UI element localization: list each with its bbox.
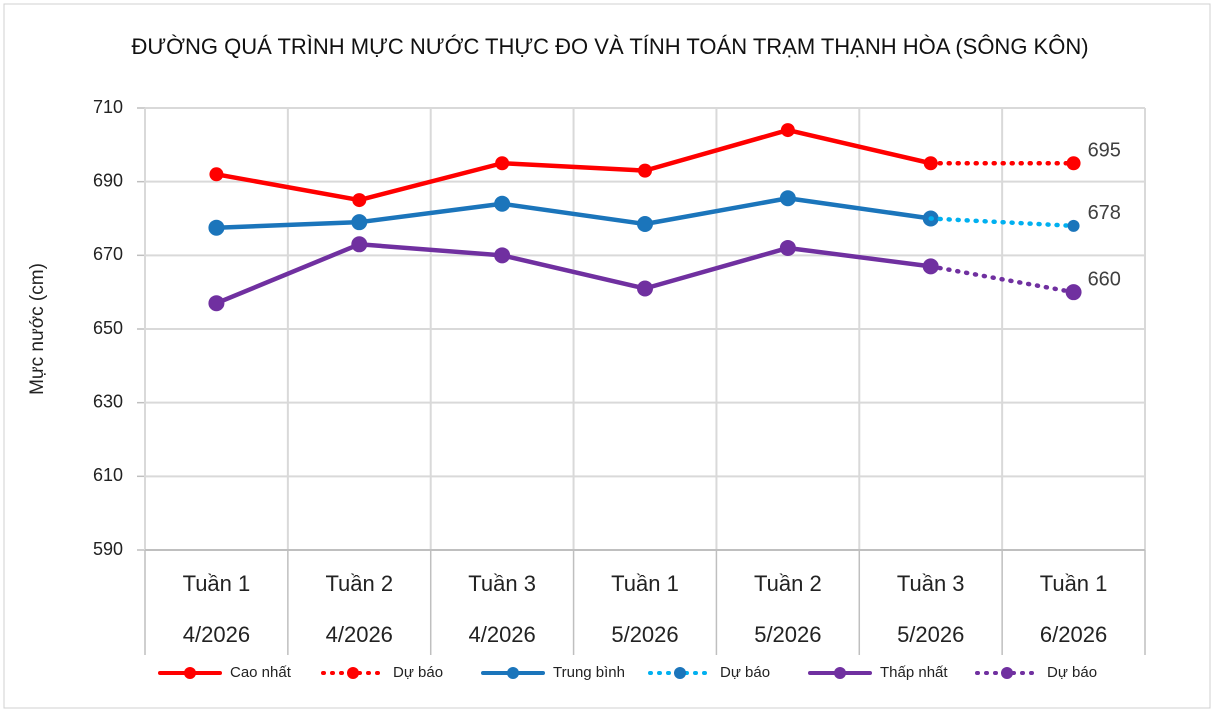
- marker: [1067, 219, 1080, 232]
- marker: [209, 167, 224, 182]
- series-line: [214, 195, 933, 230]
- marker: [779, 239, 796, 256]
- x-tick-label: Tuần 1: [1040, 571, 1108, 596]
- legend-marker: [834, 667, 846, 679]
- legend-label: Trung bình: [553, 664, 625, 681]
- x-tick-label: Tuần 2: [325, 571, 393, 596]
- data-label: 695: [1088, 140, 1121, 162]
- y-tick-label: 710: [93, 97, 123, 117]
- marker: [495, 156, 510, 171]
- marker: [638, 163, 652, 178]
- data-label: 678: [1088, 202, 1121, 224]
- legend-label: Thấp nhất: [880, 664, 948, 681]
- series-line: [928, 216, 1076, 229]
- legend-label: Dự báo: [393, 664, 443, 681]
- legend-marker: [674, 667, 686, 679]
- legend-marker: [184, 667, 196, 679]
- y-tick-label: 690: [93, 170, 123, 190]
- legend-label: Dự báo: [1047, 664, 1097, 681]
- x-tick-label: 4/2026: [183, 622, 250, 647]
- marker: [780, 123, 795, 138]
- x-tick-label: 5/2026: [754, 622, 821, 647]
- y-tick-label: 630: [93, 391, 123, 411]
- x-tick-label: Tuần 1: [611, 571, 679, 596]
- chart-title: ĐƯỜNG QUÁ TRÌNH MỰC NƯỚC THỰC ĐO VÀ TÍNH…: [131, 34, 1089, 59]
- marker: [351, 214, 368, 231]
- marker: [352, 193, 367, 208]
- marker: [494, 247, 511, 264]
- marker: [1065, 284, 1082, 301]
- x-tick-label: Tuần 3: [468, 571, 536, 596]
- marker: [637, 216, 653, 233]
- legend-marker: [507, 667, 519, 679]
- x-tick-label: 6/2026: [1040, 622, 1107, 647]
- marker: [351, 236, 368, 253]
- legend-marker: [347, 667, 359, 679]
- legend-label: Dự báo: [720, 664, 770, 681]
- marker: [208, 295, 225, 312]
- x-tick-label: 4/2026: [326, 622, 393, 647]
- y-tick-label: 650: [93, 318, 123, 338]
- chart-border: [3, 3, 1211, 709]
- marker: [779, 190, 796, 207]
- series-line: [928, 264, 1076, 295]
- marker: [637, 280, 653, 297]
- y-tick-label: 670: [93, 244, 123, 264]
- marker: [1066, 156, 1081, 171]
- legend-label: Cao nhất: [230, 664, 292, 681]
- x-tick-label: Tuần 1: [183, 571, 251, 596]
- legend-marker: [1001, 667, 1013, 679]
- y-axis-label: Mực nước (cm): [27, 263, 48, 395]
- x-tick-label: 4/2026: [468, 622, 535, 647]
- y-tick-label: 610: [93, 465, 123, 485]
- y-tick-label: 590: [93, 539, 123, 559]
- marker: [208, 219, 225, 236]
- data-label: 660: [1088, 268, 1121, 290]
- series-line: [214, 127, 933, 203]
- marker: [494, 195, 511, 212]
- x-tick-label: 5/2026: [611, 622, 678, 647]
- series-line: [214, 242, 933, 306]
- x-tick-label: 5/2026: [897, 622, 964, 647]
- x-tick-label: Tuần 3: [897, 571, 965, 596]
- x-tick-label: Tuần 2: [754, 571, 822, 596]
